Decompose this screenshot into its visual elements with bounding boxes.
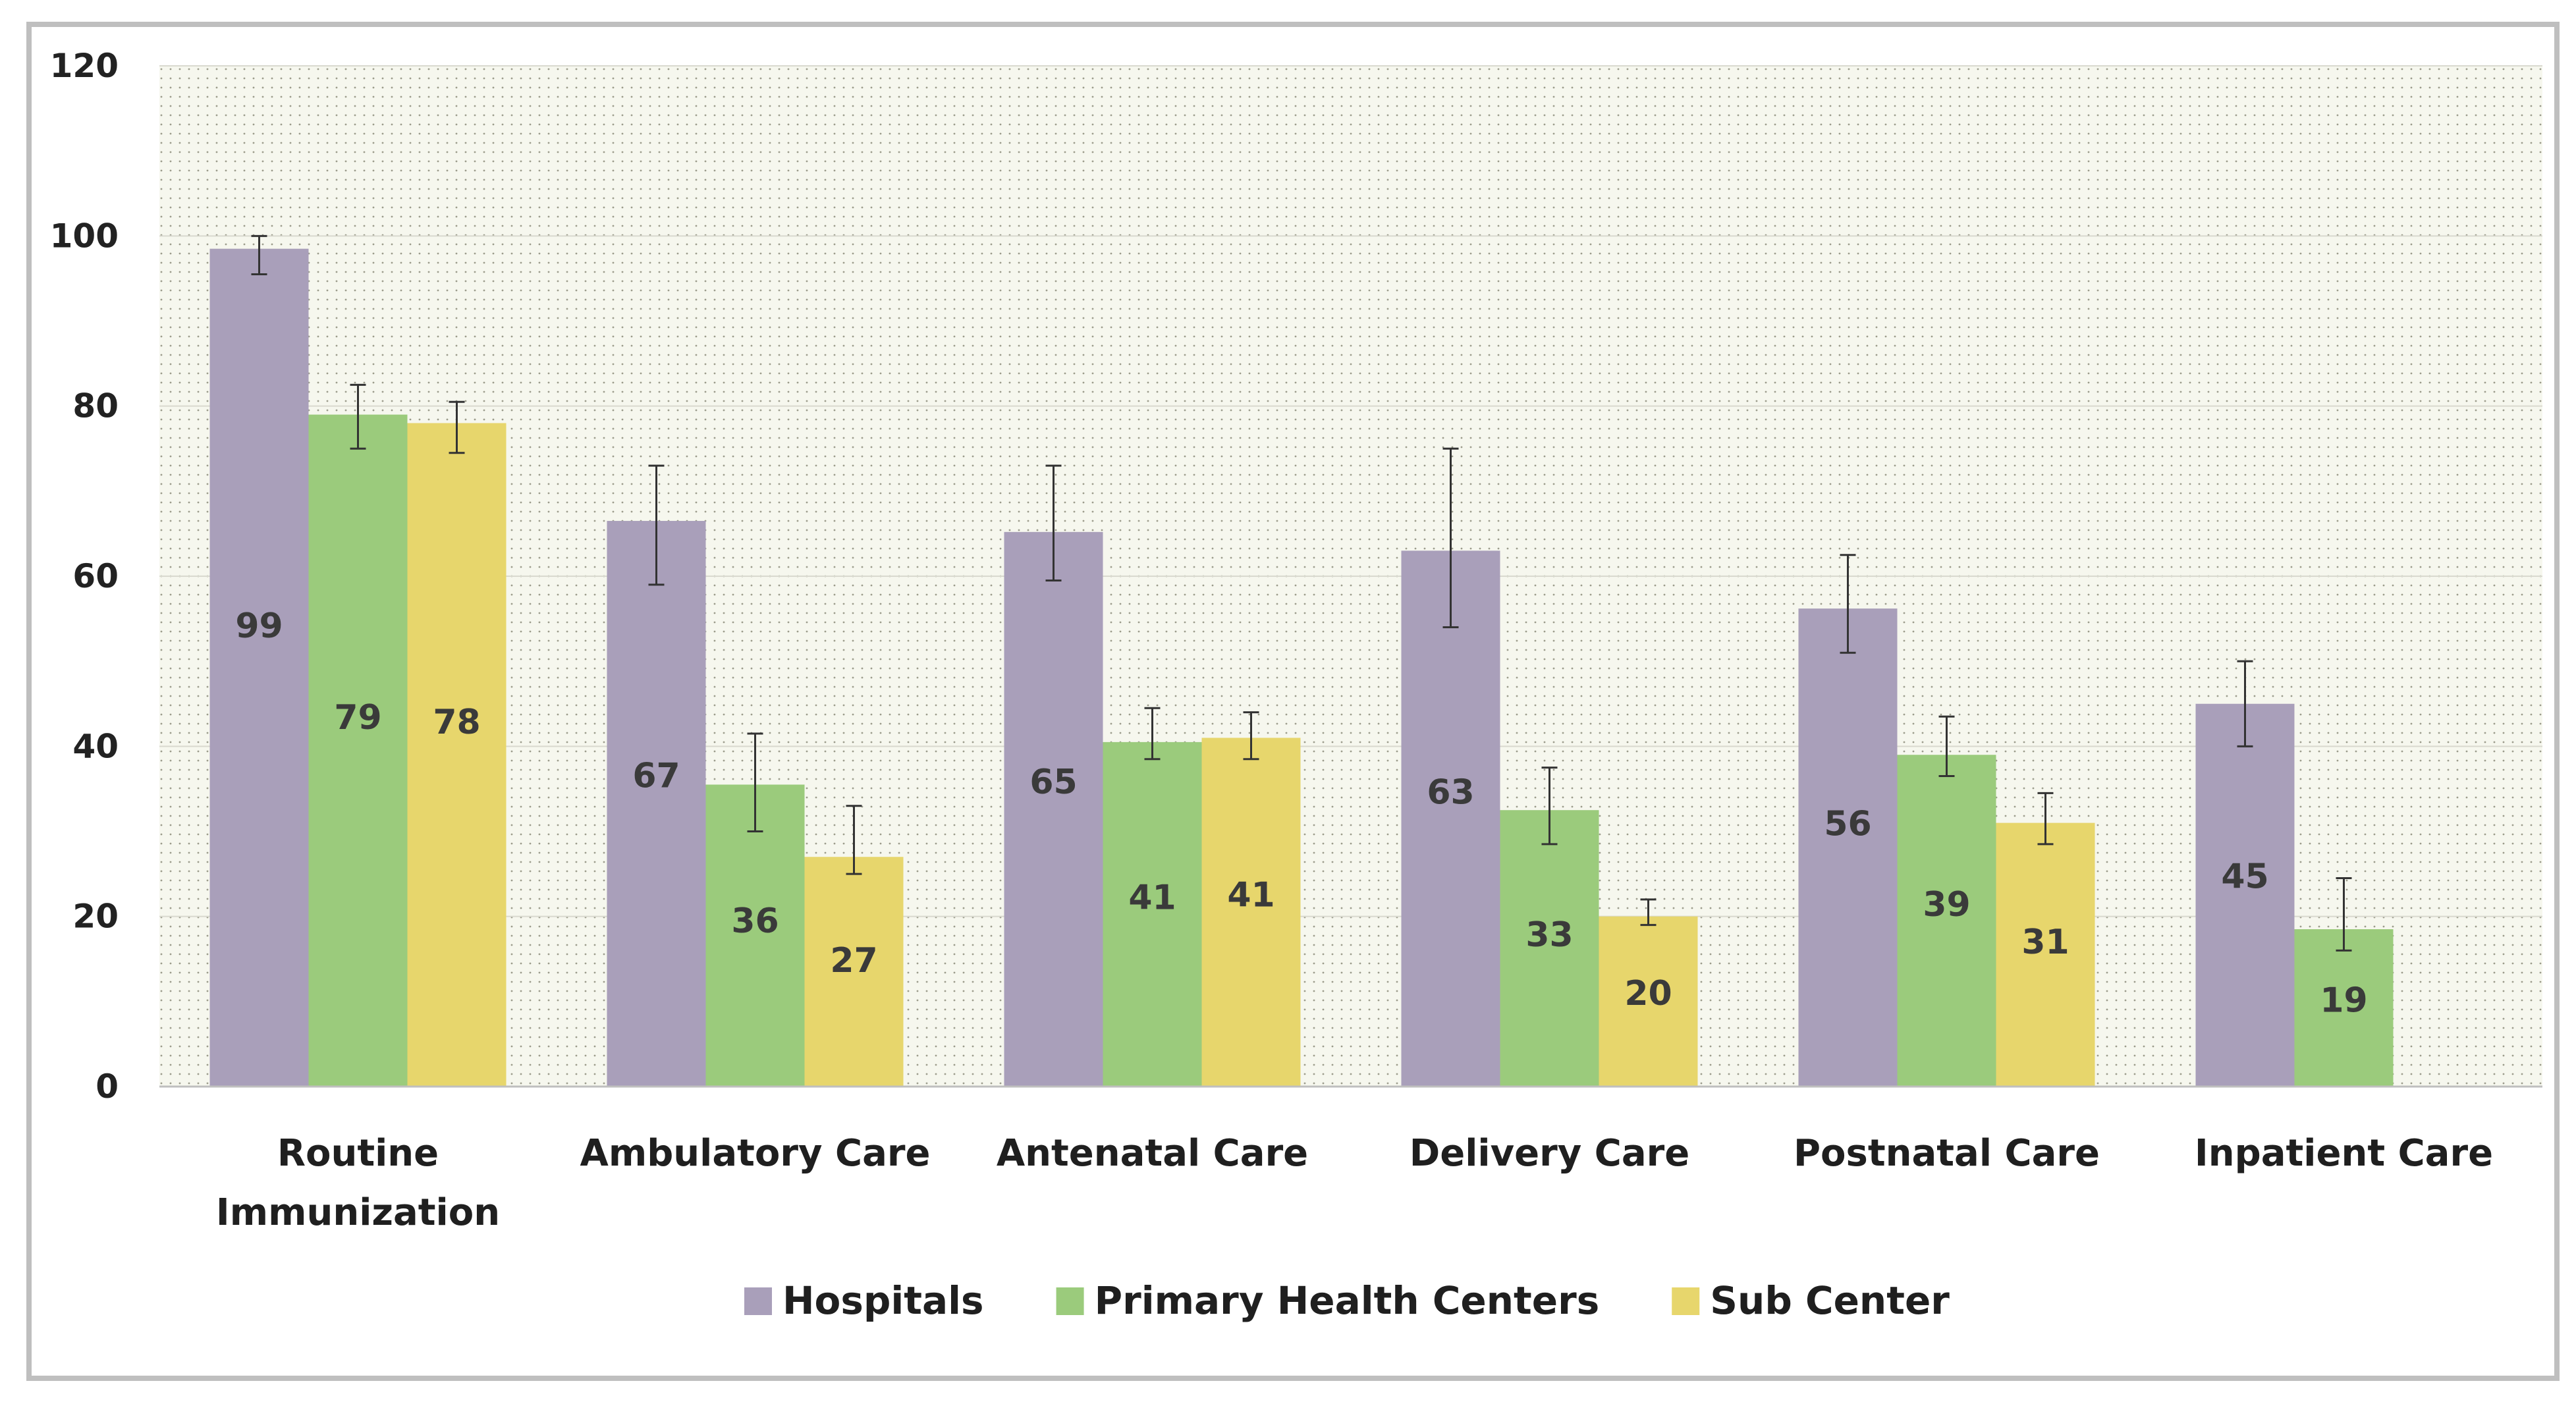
data-label: 20	[1624, 974, 1672, 1013]
data-label: 78	[433, 703, 480, 742]
y-tick-label: 40	[72, 727, 119, 765]
data-label: 65	[1029, 763, 1077, 802]
legend: Hospitals Primary Health Centers Sub Cente…	[744, 1278, 1950, 1323]
data-label: 31	[2021, 923, 2069, 962]
data-label: 56	[1824, 805, 1871, 844]
bar-sub-center	[804, 857, 904, 1087]
y-tick-label: 0	[96, 1067, 119, 1106]
bar-primary-health-centers	[2294, 929, 2394, 1087]
y-axis-ticks: 0 20 40 60 80 100 120	[50, 47, 119, 1106]
category-label: Inpatient Care	[2195, 1132, 2493, 1175]
legend-swatch-hospitals	[744, 1287, 772, 1315]
bar-sub-center	[1996, 822, 2095, 1087]
legend-label: Sub Center	[1710, 1278, 1950, 1323]
bar-primary-health-centers	[705, 784, 805, 1087]
error-bars	[251, 234, 2352, 952]
bar-sub-center	[1201, 738, 1301, 1087]
bar-primary-health-centers	[1897, 755, 1996, 1087]
data-label: 63	[1427, 772, 1474, 812]
bar-primary-health-centers	[1500, 810, 1599, 1087]
bar-hospitals	[2195, 703, 2295, 1087]
data-label: 67	[632, 757, 680, 796]
legend-swatch-sub-center	[1672, 1287, 1700, 1315]
data-label: 79	[334, 698, 381, 738]
legend-label: Hospitals	[782, 1278, 984, 1323]
bar-hospitals	[1401, 551, 1500, 1087]
data-label: 39	[1923, 885, 1970, 925]
data-label: 19	[2320, 981, 2367, 1021]
category-label: Immunization	[216, 1191, 500, 1234]
bar-hospitals	[607, 521, 706, 1087]
category-label: Ambulatory Care	[580, 1132, 931, 1175]
y-tick-label: 20	[72, 898, 119, 936]
category-label: Antenatal Care	[997, 1132, 1308, 1175]
category-label: Postnatal Care	[1794, 1132, 2100, 1175]
data-labels: 99 79 78 67 36 27 65 41 41 63 33 20 56 39 31 45 19	[235, 607, 2367, 1020]
bar-hospitals	[209, 248, 309, 1087]
bar-sub-center	[1599, 916, 1698, 1087]
data-label: 36	[731, 902, 779, 941]
category-label: Delivery Care	[1410, 1132, 1689, 1175]
legend-swatch-primary-health-centers	[1056, 1287, 1084, 1315]
data-label: 41	[1227, 876, 1274, 915]
bars	[209, 248, 2394, 1087]
y-tick-label: 60	[72, 557, 119, 595]
bar-primary-health-centers	[1103, 741, 1202, 1087]
bar-sub-center	[407, 423, 507, 1087]
category-label: Routine	[277, 1132, 439, 1175]
data-label: 99	[235, 607, 283, 646]
bar-hospitals	[1004, 531, 1103, 1087]
data-label: 27	[830, 941, 877, 981]
y-tick-label: 120	[50, 47, 119, 85]
data-label: 41	[1128, 878, 1176, 917]
y-tick-label: 80	[72, 387, 119, 425]
bar-primary-health-centers	[308, 414, 408, 1087]
bar-hospitals	[1798, 608, 1898, 1087]
x-axis-category-labels: Routine Immunization Ambulatory Care Antena…	[216, 1132, 2493, 1234]
y-tick-label: 100	[50, 217, 119, 255]
data-label: 33	[1525, 915, 1573, 955]
gridlines	[159, 65, 2542, 917]
legend-label: Primary Health Centers	[1095, 1278, 1600, 1323]
data-label: 45	[2221, 857, 2268, 896]
